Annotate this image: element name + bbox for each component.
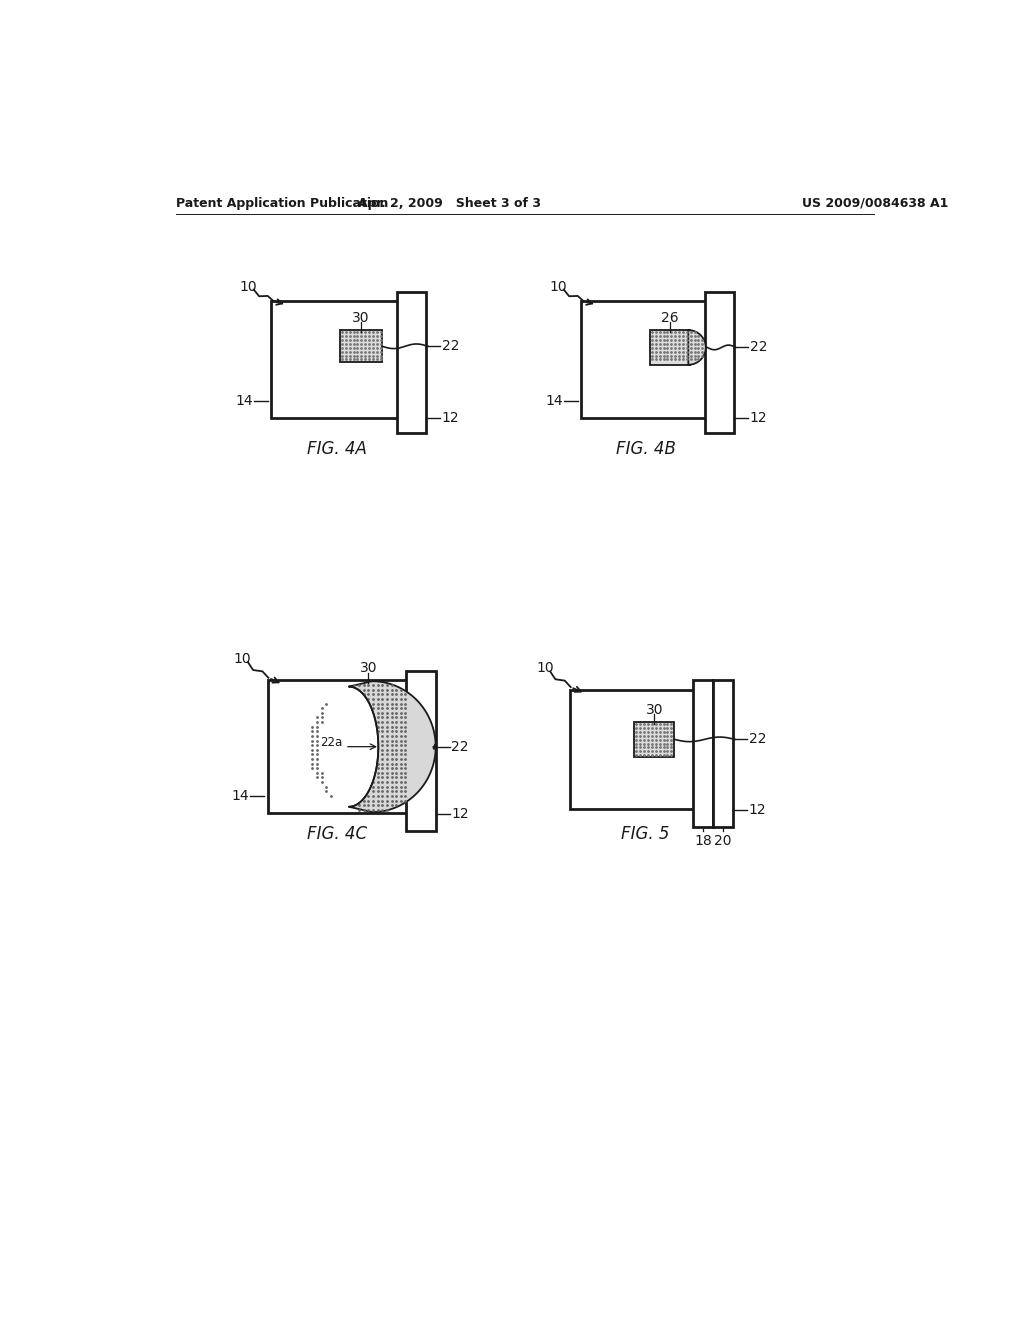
Polygon shape xyxy=(705,292,734,433)
Text: 10: 10 xyxy=(537,661,554,675)
Text: 22: 22 xyxy=(749,733,766,746)
Text: 22a: 22a xyxy=(321,737,343,750)
Text: FIG. 5: FIG. 5 xyxy=(622,825,670,843)
Text: 22: 22 xyxy=(750,341,767,355)
Text: 12: 12 xyxy=(442,411,460,425)
Polygon shape xyxy=(688,330,706,364)
Polygon shape xyxy=(634,722,675,756)
Text: 10: 10 xyxy=(233,652,252,665)
Polygon shape xyxy=(407,671,435,830)
Text: 14: 14 xyxy=(231,789,249,803)
Text: FIG. 4B: FIG. 4B xyxy=(615,441,676,458)
Text: 30: 30 xyxy=(645,702,663,717)
Text: FIG. 4A: FIG. 4A xyxy=(307,441,368,458)
Text: 30: 30 xyxy=(359,661,377,675)
Text: 12: 12 xyxy=(749,803,766,817)
Text: US 2009/0084638 A1: US 2009/0084638 A1 xyxy=(802,197,948,210)
Text: 20: 20 xyxy=(715,834,732,847)
Polygon shape xyxy=(397,292,426,433)
Polygon shape xyxy=(649,330,690,364)
Text: 12: 12 xyxy=(750,411,767,425)
Text: 14: 14 xyxy=(236,393,253,408)
Text: 12: 12 xyxy=(452,807,469,821)
Text: 10: 10 xyxy=(549,280,567,294)
Polygon shape xyxy=(349,681,435,812)
Text: 10: 10 xyxy=(240,280,257,294)
Text: 26: 26 xyxy=(660,310,679,325)
Polygon shape xyxy=(713,681,733,826)
Text: Patent Application Publication: Patent Application Publication xyxy=(176,197,388,210)
Polygon shape xyxy=(693,681,713,826)
Text: 30: 30 xyxy=(352,310,370,325)
Text: 18: 18 xyxy=(694,834,712,847)
Polygon shape xyxy=(340,330,382,363)
Text: 22: 22 xyxy=(442,339,460,354)
Text: Apr. 2, 2009   Sheet 3 of 3: Apr. 2, 2009 Sheet 3 of 3 xyxy=(358,197,541,210)
Text: FIG. 4C: FIG. 4C xyxy=(307,825,368,843)
Text: 14: 14 xyxy=(545,393,563,408)
Text: 22: 22 xyxy=(452,739,469,754)
